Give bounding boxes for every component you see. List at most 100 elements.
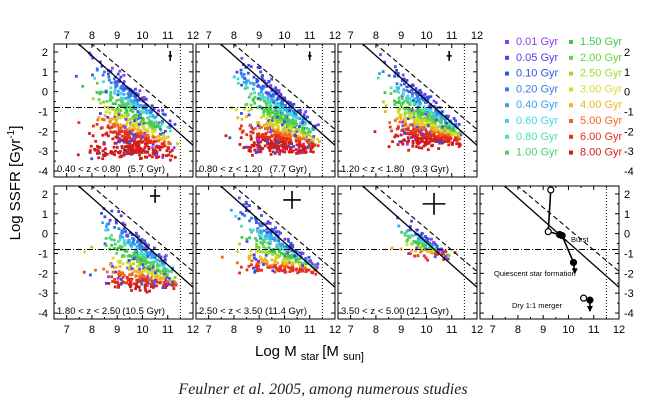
data-point xyxy=(139,137,143,141)
age-label: (10.5 Gyr) xyxy=(122,306,165,317)
legend-swatch xyxy=(569,119,573,123)
track-marker xyxy=(586,296,594,304)
data-point xyxy=(291,113,295,117)
data-point xyxy=(147,141,151,145)
data-point xyxy=(152,107,156,110)
data-point xyxy=(252,75,256,79)
dashed-line xyxy=(374,186,477,272)
data-point xyxy=(426,118,430,122)
data-point xyxy=(430,131,434,135)
data-point xyxy=(95,144,99,148)
data-point xyxy=(278,250,281,254)
data-point xyxy=(287,125,291,129)
data-point xyxy=(126,278,130,282)
data-point xyxy=(298,125,301,128)
data-point xyxy=(302,262,306,266)
data-point xyxy=(417,89,421,93)
data-point xyxy=(419,250,423,254)
data-point xyxy=(128,277,132,281)
x-tick-label-bottom: 12 xyxy=(187,324,199,336)
x-tick-label-top: 11 xyxy=(304,30,315,42)
y-tick-label-right: -2 xyxy=(624,126,634,138)
data-point xyxy=(145,282,149,286)
data-point xyxy=(415,129,419,133)
data-point xyxy=(258,66,262,69)
data-point xyxy=(265,91,268,95)
data-point xyxy=(273,237,277,240)
data-point xyxy=(116,246,120,250)
data-point xyxy=(266,241,270,245)
data-point xyxy=(298,121,302,125)
data-point xyxy=(127,148,131,152)
data-point xyxy=(232,75,236,79)
data-point xyxy=(145,278,148,281)
data-point xyxy=(103,242,107,246)
data-point xyxy=(104,147,107,151)
data-point xyxy=(277,90,281,94)
data-point xyxy=(416,133,419,137)
data-point xyxy=(136,93,140,97)
data-point xyxy=(113,87,117,91)
data-point xyxy=(281,130,285,134)
data-point xyxy=(139,258,143,262)
data-point xyxy=(272,118,276,122)
data-point xyxy=(151,114,155,118)
data-point xyxy=(264,247,268,250)
data-point xyxy=(281,117,285,121)
data-point xyxy=(135,247,139,251)
data-point xyxy=(153,269,156,273)
data-point xyxy=(139,252,143,256)
data-point xyxy=(127,283,131,286)
data-point xyxy=(433,121,437,125)
data-point xyxy=(91,56,95,60)
data-point xyxy=(133,98,137,102)
data-point xyxy=(428,135,431,139)
data-point xyxy=(420,118,424,122)
data-point xyxy=(240,56,244,60)
data-point xyxy=(119,214,123,218)
data-point xyxy=(113,226,116,229)
data-point xyxy=(121,275,125,279)
data-point xyxy=(425,137,429,140)
data-point xyxy=(109,81,113,85)
data-point xyxy=(394,133,398,137)
data-point xyxy=(291,269,295,273)
data-point xyxy=(255,77,259,81)
data-point xyxy=(292,144,296,148)
data-point xyxy=(288,130,291,134)
data-point xyxy=(247,113,251,117)
data-point xyxy=(440,113,443,117)
data-point xyxy=(97,156,101,160)
data-point xyxy=(265,104,269,108)
data-point xyxy=(399,133,403,137)
data-point xyxy=(383,110,387,114)
data-point xyxy=(284,145,288,149)
data-point xyxy=(417,123,421,126)
data-point xyxy=(136,101,139,105)
data-point xyxy=(436,125,440,128)
data-point xyxy=(280,144,283,147)
data-point xyxy=(160,272,164,276)
data-point xyxy=(452,117,456,120)
data-point xyxy=(284,248,288,252)
data-point xyxy=(446,125,449,128)
data-point xyxy=(448,123,452,126)
data-point xyxy=(160,122,164,126)
data-point xyxy=(410,234,413,238)
data-point xyxy=(416,127,419,131)
data-point xyxy=(446,257,450,261)
data-point xyxy=(405,243,409,247)
data-point xyxy=(150,285,153,289)
data-point xyxy=(124,230,128,233)
data-point xyxy=(269,139,273,143)
data-point xyxy=(152,123,156,127)
data-point xyxy=(295,128,298,131)
data-point xyxy=(394,101,398,104)
data-point xyxy=(122,73,126,77)
data-point xyxy=(151,129,155,133)
data-points xyxy=(224,56,321,157)
legend-label: 0.40 Gyr xyxy=(516,99,559,111)
legend-swatch xyxy=(569,40,573,44)
data-point xyxy=(296,271,300,275)
data-point xyxy=(90,245,94,249)
